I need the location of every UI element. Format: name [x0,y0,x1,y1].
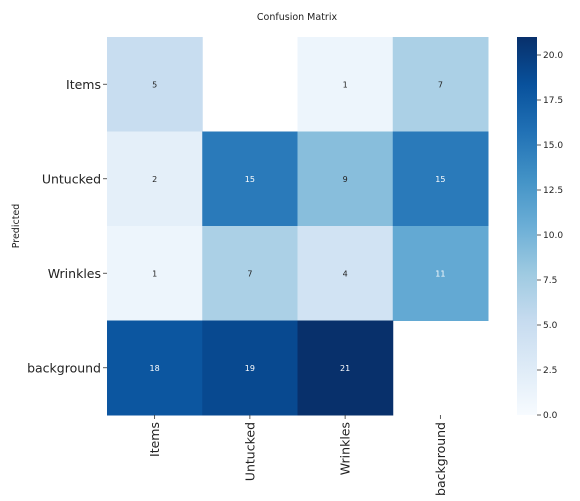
heatmap-cell [107,226,203,321]
colorbar-tick-label: 12.5 [543,186,563,196]
cell-value-label: 19 [245,364,255,373]
heatmap-cell [107,320,203,416]
x-tick-label: Wrinkles [338,422,353,475]
y-tick-label: Untucked [42,171,101,186]
colorbar: 0.0 2.5 5.0 7.5 10.0 12.5 15.0 17.5 20.0 [517,37,563,421]
cell-value-label: 9 [343,175,348,184]
y-tick-label: Wrinkles [48,266,101,281]
colorbar-tick-label: 5.0 [543,321,558,331]
colorbar-tick-label: 10.0 [543,231,563,241]
colorbar-tick-label: 15.0 [543,141,563,151]
heatmap-cell [297,131,394,227]
heatmap-cell [392,226,489,321]
cell-value-label: 15 [435,175,445,184]
colorbar-tick-label: 17.5 [543,96,563,106]
y-tick-label: Items [66,77,101,92]
colorbar-tick-label: 7.5 [543,276,557,286]
heatmap-cell [202,131,298,227]
colorbar-ticks: 0.0 2.5 5.0 7.5 10.0 12.5 15.0 17.5 20.0 [537,51,563,421]
colorbar-tick-label: 20.0 [543,51,563,61]
heatmap-cell [202,226,298,321]
y-tick-labels: Items Untucked Wrinkles background [27,77,107,375]
x-tick-label: Items [147,422,162,457]
x-tick-label: background [433,422,448,496]
cell-value-label: 15 [245,175,255,184]
heatmap-cell [392,37,489,132]
heatmap-cell [297,37,394,132]
colorbar-gradient [517,37,537,415]
cell-value-label: 2 [152,175,157,184]
chart-title: Confusion Matrix [257,12,338,23]
cell-value-label: 5 [152,80,157,89]
heatmap-cell [297,226,394,321]
heatmap-cells: 5 1 7 2 15 9 15 1 7 4 11 18 19 21 [107,37,489,416]
cell-value-label: 7 [438,80,443,89]
x-tick-label: Untucked [242,422,257,481]
cell-value-label: 1 [152,269,157,278]
cell-value-label: 1 [343,80,348,89]
cell-value-label: 4 [343,269,348,278]
cell-value-label: 11 [435,269,445,278]
heatmap-cell [297,320,394,416]
heatmap-cell [107,131,203,227]
heatmap-cell [392,131,489,227]
y-axis-label: Predicted [11,204,22,249]
cell-value-label: 18 [150,364,160,373]
colorbar-tick-label: 2.5 [543,366,557,376]
heatmap-cell [202,320,298,416]
cell-value-label: 21 [340,364,350,373]
cell-value-label: 7 [247,269,252,278]
x-tick-labels: Items Untucked Wrinkles background [147,415,448,496]
heatmap-cell [107,37,203,132]
y-tick-label: background [27,360,101,375]
colorbar-tick-label: 0.0 [543,411,558,421]
